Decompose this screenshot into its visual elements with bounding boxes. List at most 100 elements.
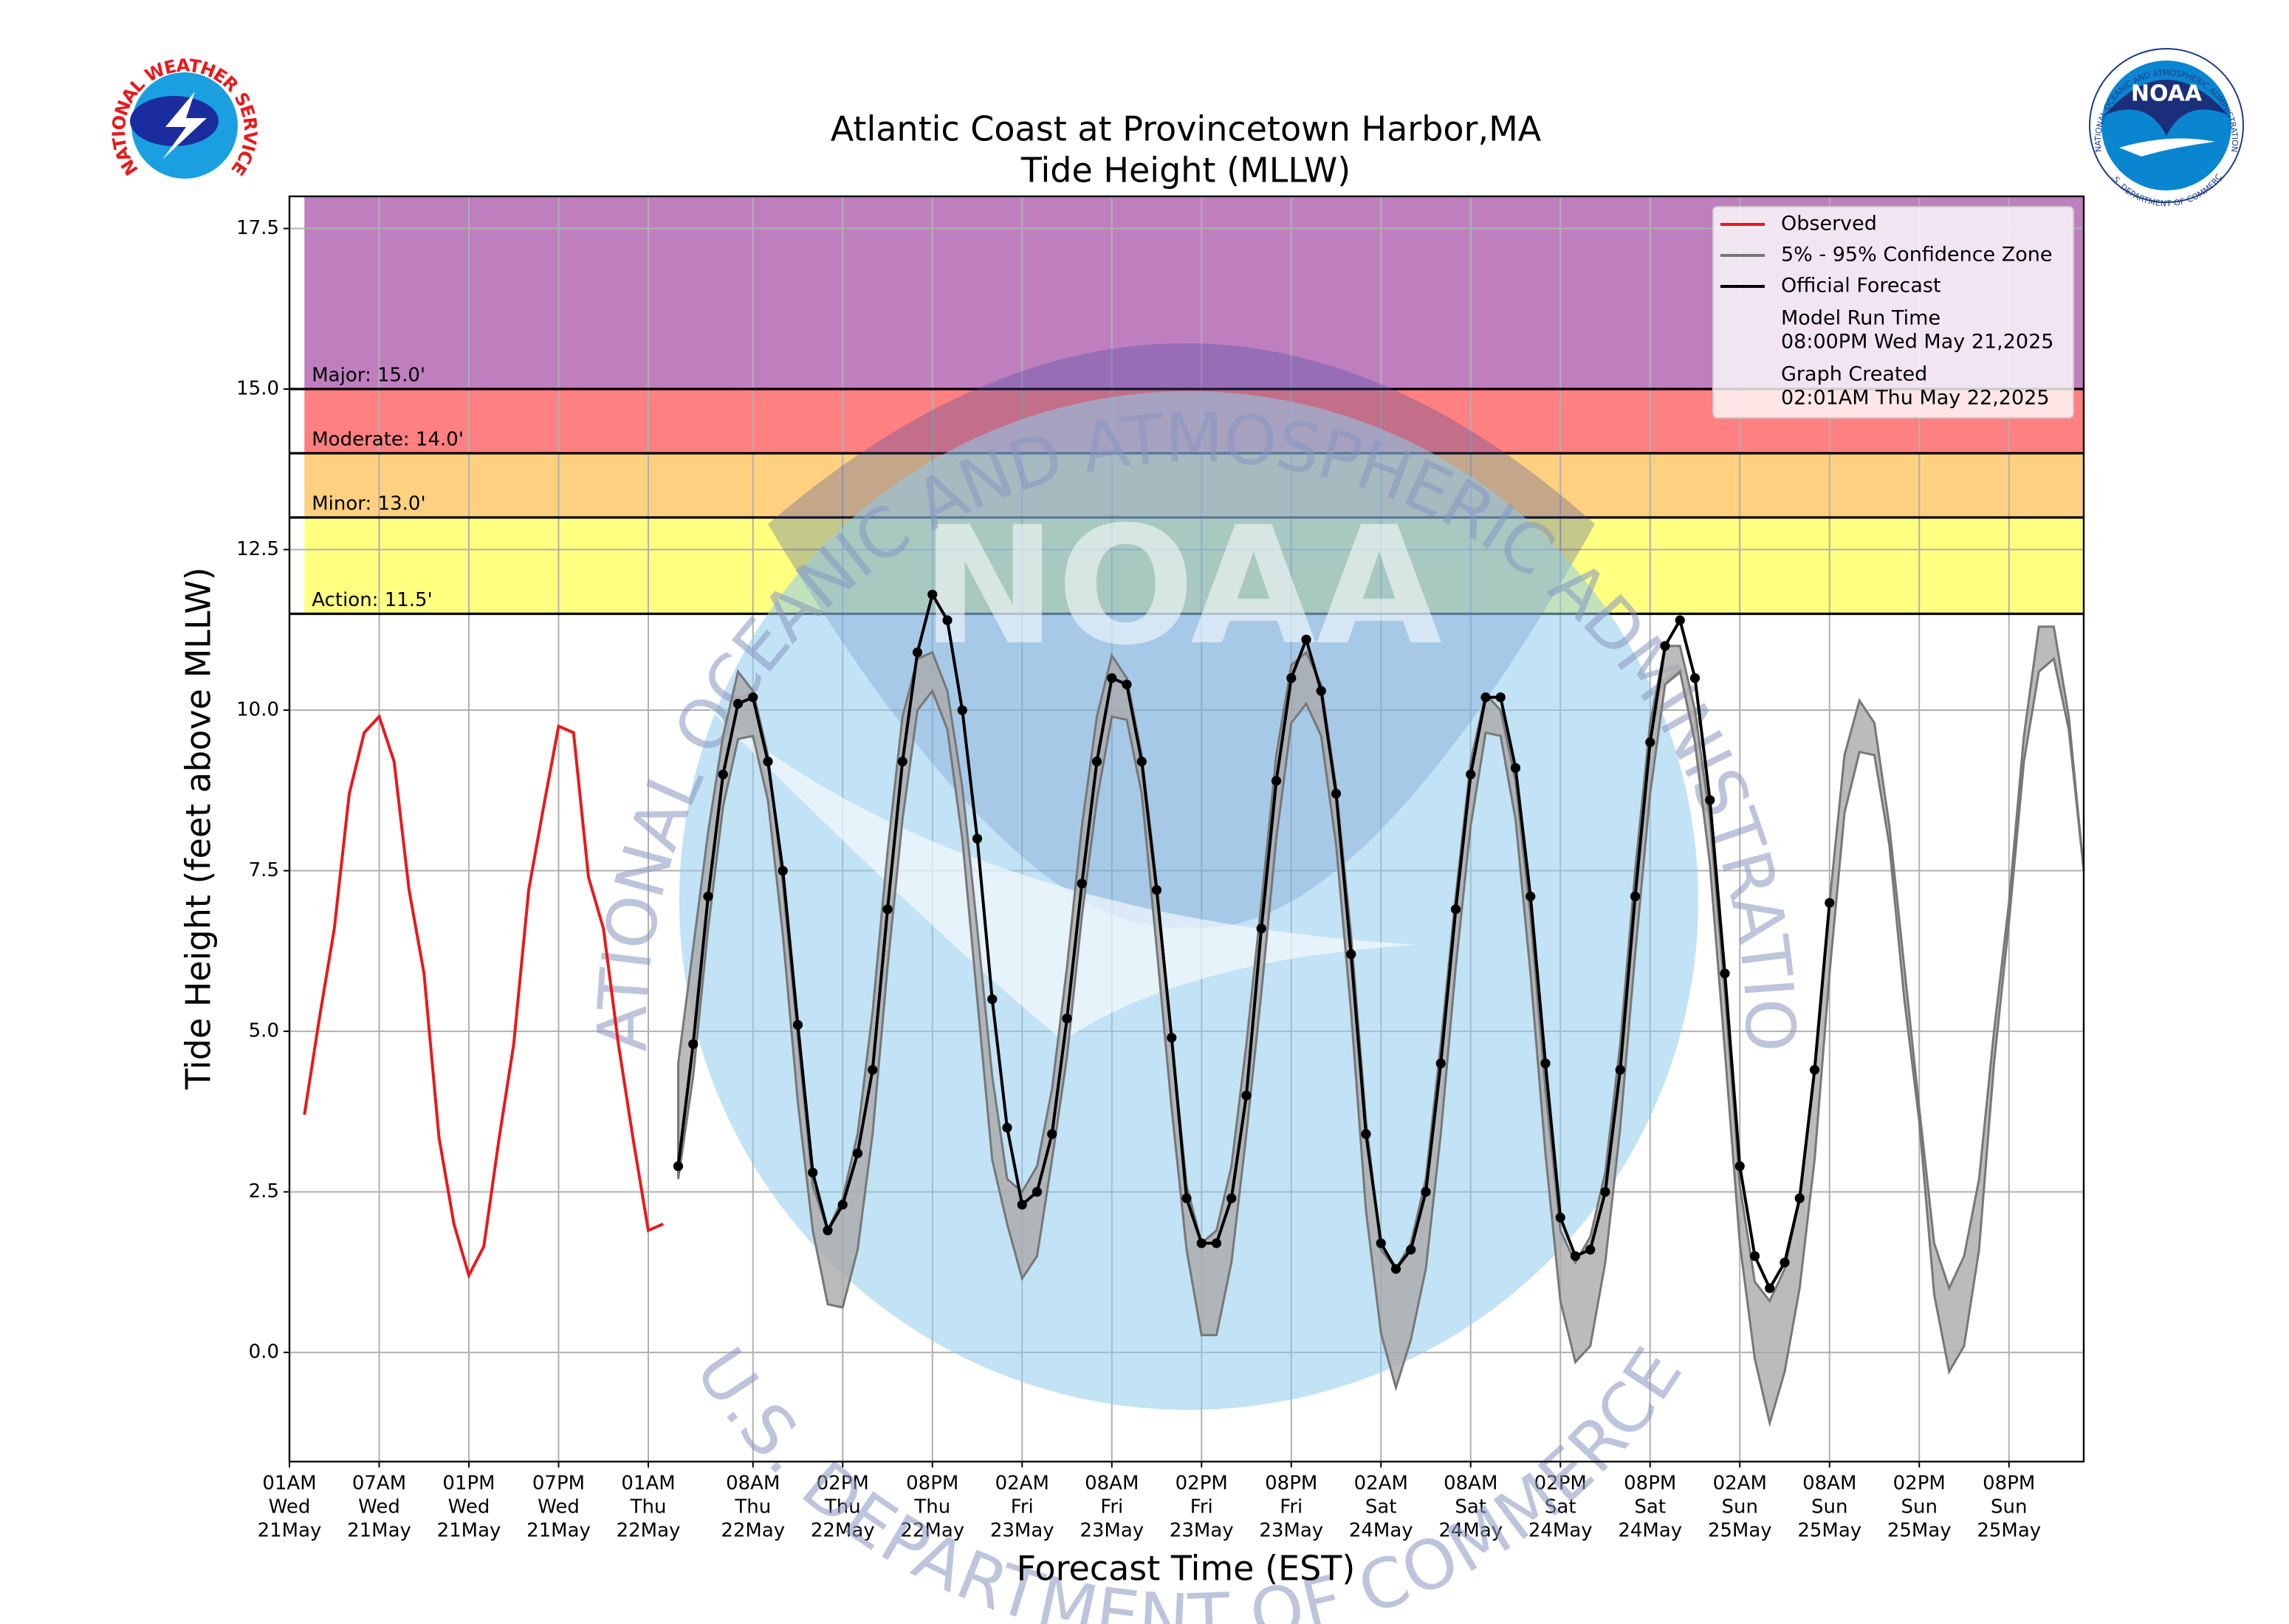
forecast-point	[1466, 769, 1476, 780]
forecast-point	[1226, 1193, 1237, 1203]
x-tick-label: 21May	[526, 1520, 591, 1542]
y-tick-label: 7.5	[249, 859, 279, 881]
forecast-point	[852, 1148, 863, 1158]
forecast-point	[763, 757, 773, 767]
y-axis-label: Tide Height (feet above MLLW)	[179, 567, 219, 1090]
legend-label: Observed	[1781, 213, 1877, 235]
x-tick-label: 24May	[1438, 1520, 1503, 1542]
forecast-point	[1450, 904, 1461, 915]
forecast-point	[1495, 692, 1506, 703]
y-tick-label: 0.0	[249, 1341, 279, 1363]
y-tick-label: 5.0	[249, 1020, 279, 1042]
forecast-point	[1720, 968, 1730, 979]
x-tick-label: 01PM	[442, 1473, 495, 1495]
threshold-label: Minor: 13.0'	[312, 493, 425, 515]
forecast-point	[1585, 1245, 1596, 1255]
forecast-point	[688, 1039, 699, 1050]
forecast-point	[1346, 949, 1356, 960]
forecast-point	[1047, 1129, 1057, 1139]
x-tick-label: 25May	[1887, 1520, 1952, 1542]
x-tick-label: Sat	[1365, 1496, 1397, 1518]
forecast-point	[1032, 1186, 1043, 1197]
x-axis-label: Forecast Time (EST)	[1017, 1549, 1356, 1589]
watermark-circle	[679, 391, 1698, 1410]
x-tick-label: 02PM	[1176, 1473, 1228, 1495]
x-tick-label: 23May	[1170, 1520, 1234, 1542]
forecast-point	[1705, 795, 1715, 805]
watermark-gull	[694, 694, 1418, 1041]
forecast-point	[703, 891, 713, 901]
x-tick-label: Fri	[1011, 1496, 1034, 1518]
forecast-point	[1510, 763, 1521, 773]
x-tick-label: 01AM	[262, 1473, 316, 1495]
forecast-point	[1151, 885, 1162, 895]
forecast-point	[1301, 634, 1311, 644]
noaa-gull	[2119, 138, 2215, 156]
forecast-point	[1211, 1238, 1222, 1248]
x-tick-label: 24May	[1349, 1520, 1413, 1542]
x-tick-label: Thu	[913, 1496, 950, 1518]
x-tick-label: 23May	[990, 1520, 1054, 1542]
x-tick-label: Sun	[1811, 1496, 1847, 1518]
forecast-point	[972, 833, 983, 844]
forecast-point	[778, 865, 788, 876]
x-tick-label: Sat	[1455, 1496, 1486, 1518]
threshold-label: Moderate: 14.0'	[312, 429, 464, 451]
forecast-point	[748, 692, 758, 703]
forecast-point	[1615, 1064, 1625, 1075]
forecast-point	[1002, 1122, 1012, 1133]
y-tick-label: 12.5	[236, 538, 279, 560]
x-tick-label: Fri	[1100, 1496, 1123, 1518]
forecast-point	[1091, 757, 1102, 767]
x-tick-label: 02AM	[995, 1473, 1049, 1495]
x-tick-label: 21May	[258, 1520, 322, 1542]
forecast-point	[1675, 615, 1685, 625]
forecast-point	[1390, 1264, 1401, 1274]
x-tick-label: Sat	[1545, 1496, 1576, 1518]
forecast-point	[1256, 923, 1266, 934]
y-tick-label: 17.5	[236, 217, 279, 239]
forecast-point	[1809, 1064, 1820, 1075]
series-line	[676, 591, 1831, 1292]
forecast-point	[1271, 776, 1282, 786]
legend-label: Official Forecast	[1781, 275, 1941, 297]
series-line	[303, 713, 665, 1280]
forecast-point	[1361, 1129, 1371, 1139]
x-tick-label: 01AM	[621, 1473, 675, 1495]
forecast-point	[1017, 1200, 1027, 1210]
x-tick-label: Thu	[824, 1496, 861, 1518]
x-tick-label: 02AM	[1354, 1473, 1408, 1495]
x-tick-label: Sun	[1991, 1496, 2027, 1518]
nws-bolt	[162, 92, 207, 159]
x-tick-label: Fri	[1190, 1496, 1213, 1518]
threshold-label: Major: 15.0'	[312, 365, 425, 387]
x-tick-label: 25May	[1797, 1520, 1861, 1542]
forecast-point	[1630, 891, 1641, 901]
forecast-point	[927, 589, 938, 600]
x-tick-label: 24May	[1618, 1520, 1682, 1542]
forecast-point	[1645, 737, 1655, 748]
x-tick-label: 08PM	[906, 1473, 958, 1495]
x-tick-label: 22May	[811, 1520, 875, 1542]
forecast-point	[1749, 1250, 1760, 1262]
forecast-point	[1406, 1245, 1416, 1255]
x-tick-label: 02PM	[1534, 1473, 1587, 1495]
plot-frame	[288, 195, 2085, 1463]
forecast-point	[1734, 1161, 1745, 1171]
forecast-point	[1122, 679, 1132, 689]
x-tick-label: 24May	[1528, 1520, 1593, 1542]
forecast-point	[718, 769, 728, 780]
legend-note: 02:01AM Thu May 22,2025	[1781, 387, 2050, 410]
forecast-point	[1570, 1250, 1581, 1262]
y-tick-label: 2.5	[249, 1180, 279, 1202]
x-tick-label: 08AM	[726, 1473, 780, 1495]
x-tick-label: 08PM	[1624, 1473, 1676, 1495]
legend-box	[1712, 206, 2074, 419]
x-tick-label: 22May	[617, 1520, 681, 1542]
chart-title: Atlantic Coast at Provincetown Harbor,MA	[831, 109, 1542, 149]
forecast-point	[1660, 641, 1670, 651]
x-tick-label: Thu	[734, 1496, 771, 1518]
x-tick-label: Wed	[269, 1496, 311, 1518]
